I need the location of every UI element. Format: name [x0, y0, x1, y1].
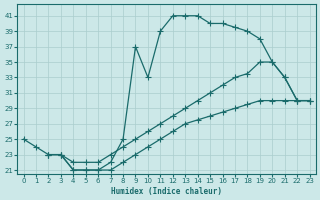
X-axis label: Humidex (Indice chaleur): Humidex (Indice chaleur): [111, 187, 222, 196]
